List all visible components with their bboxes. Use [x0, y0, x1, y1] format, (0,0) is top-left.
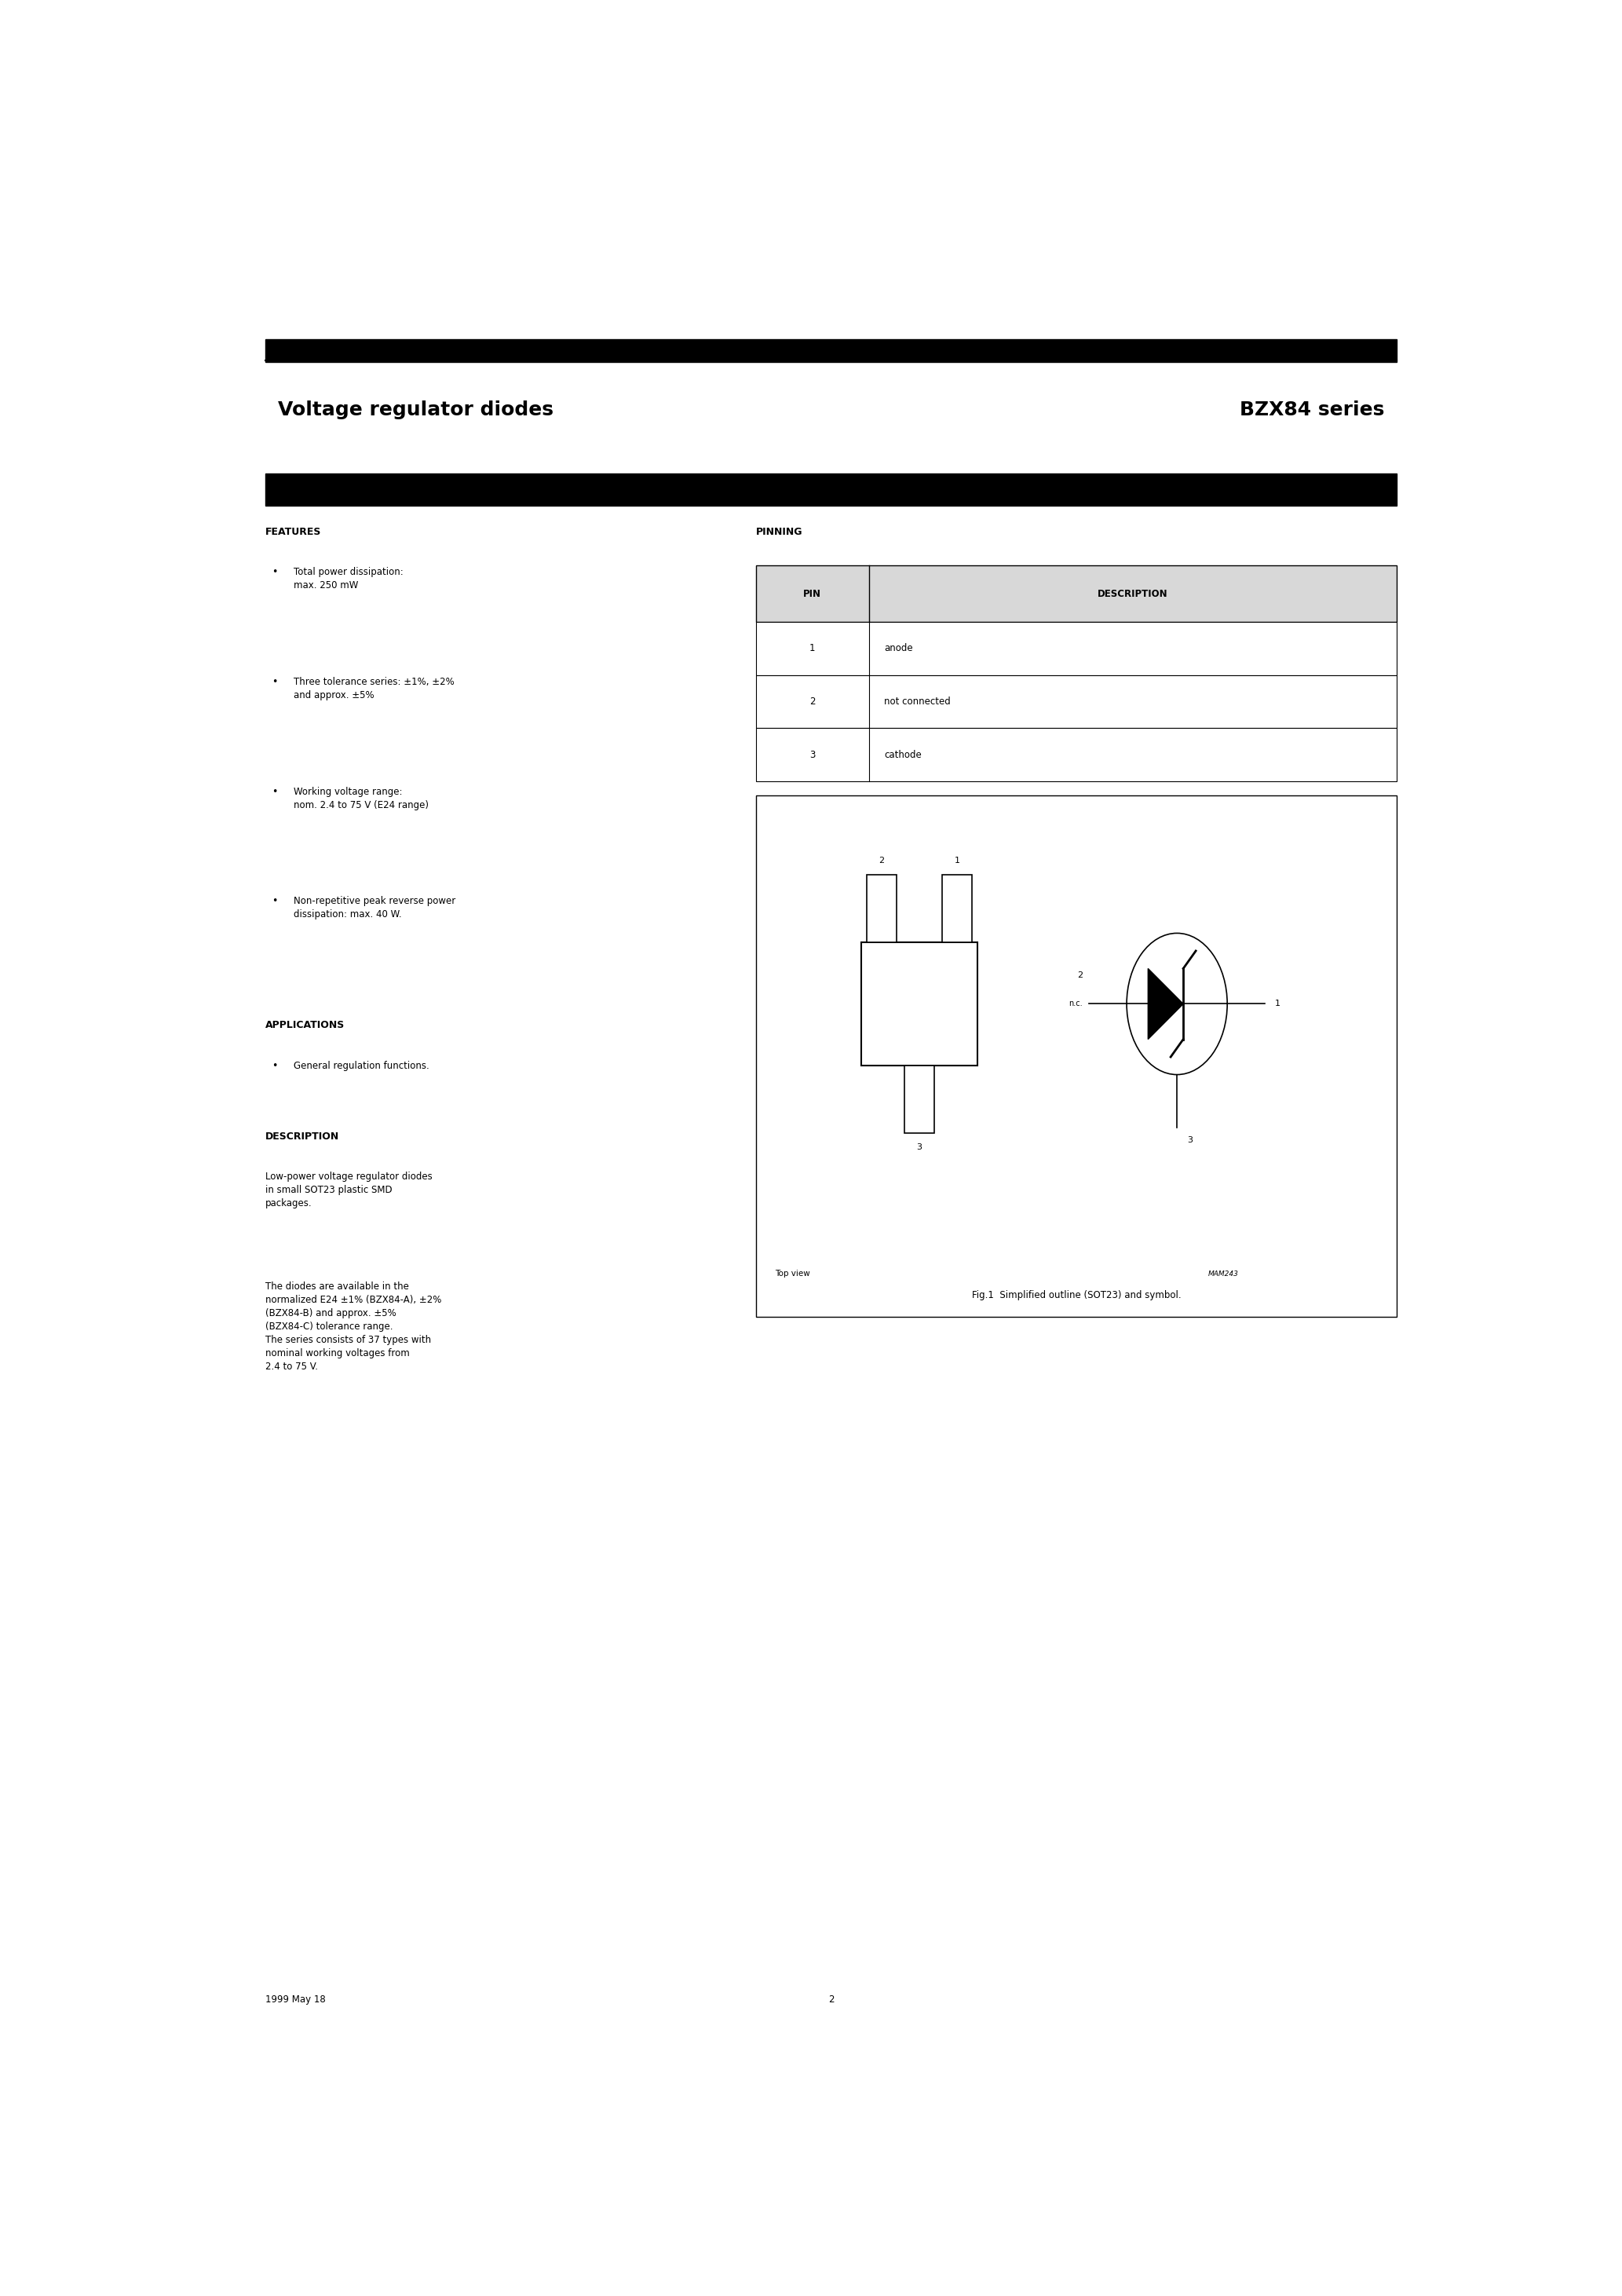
Text: Top view: Top view	[775, 1270, 809, 1279]
Text: 3: 3	[1187, 1137, 1192, 1143]
Bar	[942, 875, 972, 941]
Text: not connected: not connected	[884, 696, 950, 707]
Text: Low-power voltage regulator diodes
in small SOT23 plastic SMD
packages.: Low-power voltage regulator diodes in sm…	[266, 1171, 433, 1208]
Polygon shape	[1148, 969, 1184, 1040]
Text: APPLICATIONS: APPLICATIONS	[266, 1019, 345, 1031]
Text: •: •	[272, 788, 277, 797]
Bar	[903, 1065, 934, 1132]
Text: Product specification: Product specification	[1280, 344, 1397, 356]
Text: 2: 2	[879, 856, 884, 863]
Text: Non-repetitive peak reverse power
dissipation: max. 40 W.: Non-repetitive peak reverse power dissip…	[294, 895, 456, 921]
Text: •: •	[272, 1061, 277, 1070]
Bar	[756, 565, 1397, 622]
Text: anode: anode	[884, 643, 913, 654]
Text: cathode: cathode	[884, 748, 921, 760]
Bar	[861, 941, 976, 1065]
Text: 1: 1	[1275, 1001, 1280, 1008]
Text: Working voltage range:
nom. 2.4 to 75 V (E24 range): Working voltage range: nom. 2.4 to 75 V …	[294, 788, 428, 810]
Text: FEATURES: FEATURES	[266, 526, 321, 537]
Text: 3: 3	[916, 1143, 921, 1150]
Text: Three tolerance series: ±1%, ±2%
and approx. ±5%: Three tolerance series: ±1%, ±2% and app…	[294, 677, 454, 700]
Bar	[866, 875, 897, 941]
Bar	[756, 622, 1397, 675]
Text: BZX84 series: BZX84 series	[1239, 400, 1385, 420]
Text: n.c.: n.c.	[1069, 1001, 1083, 1008]
Text: Total power dissipation:
max. 250 mW: Total power dissipation: max. 250 mW	[294, 567, 402, 590]
Text: Voltage regulator diodes: Voltage regulator diodes	[279, 400, 553, 420]
Text: •: •	[272, 677, 277, 687]
Text: 2: 2	[1077, 971, 1083, 980]
Text: 1: 1	[954, 856, 960, 863]
Text: MAM243: MAM243	[1208, 1272, 1239, 1279]
Text: 1: 1	[809, 643, 816, 654]
Bar	[756, 728, 1397, 781]
Text: General regulation functions.: General regulation functions.	[294, 1061, 428, 1070]
Text: Fig.1  Simplified outline (SOT23) and symbol.: Fig.1 Simplified outline (SOT23) and sym…	[972, 1290, 1181, 1300]
Text: •: •	[272, 895, 277, 907]
Text: 2: 2	[829, 1995, 834, 2004]
Bar	[756, 794, 1397, 1318]
Text: DESCRIPTION: DESCRIPTION	[1098, 588, 1168, 599]
Bar	[266, 473, 1397, 505]
Text: PIN: PIN	[803, 588, 821, 599]
Text: The diodes are available in the
normalized E24 ±1% (BZX84-A), ±2%
(BZX84-B) and : The diodes are available in the normaliz…	[266, 1281, 441, 1371]
Text: DESCRIPTION: DESCRIPTION	[266, 1132, 339, 1141]
Text: PINNING: PINNING	[756, 526, 803, 537]
Text: 1999 May 18: 1999 May 18	[266, 1995, 326, 2004]
Text: 3: 3	[809, 748, 816, 760]
Bar	[756, 675, 1397, 728]
Text: •: •	[272, 567, 277, 576]
Bar	[266, 340, 1397, 363]
Text: 2: 2	[809, 696, 816, 707]
Text: Philips Semiconductors: Philips Semiconductors	[266, 344, 394, 356]
